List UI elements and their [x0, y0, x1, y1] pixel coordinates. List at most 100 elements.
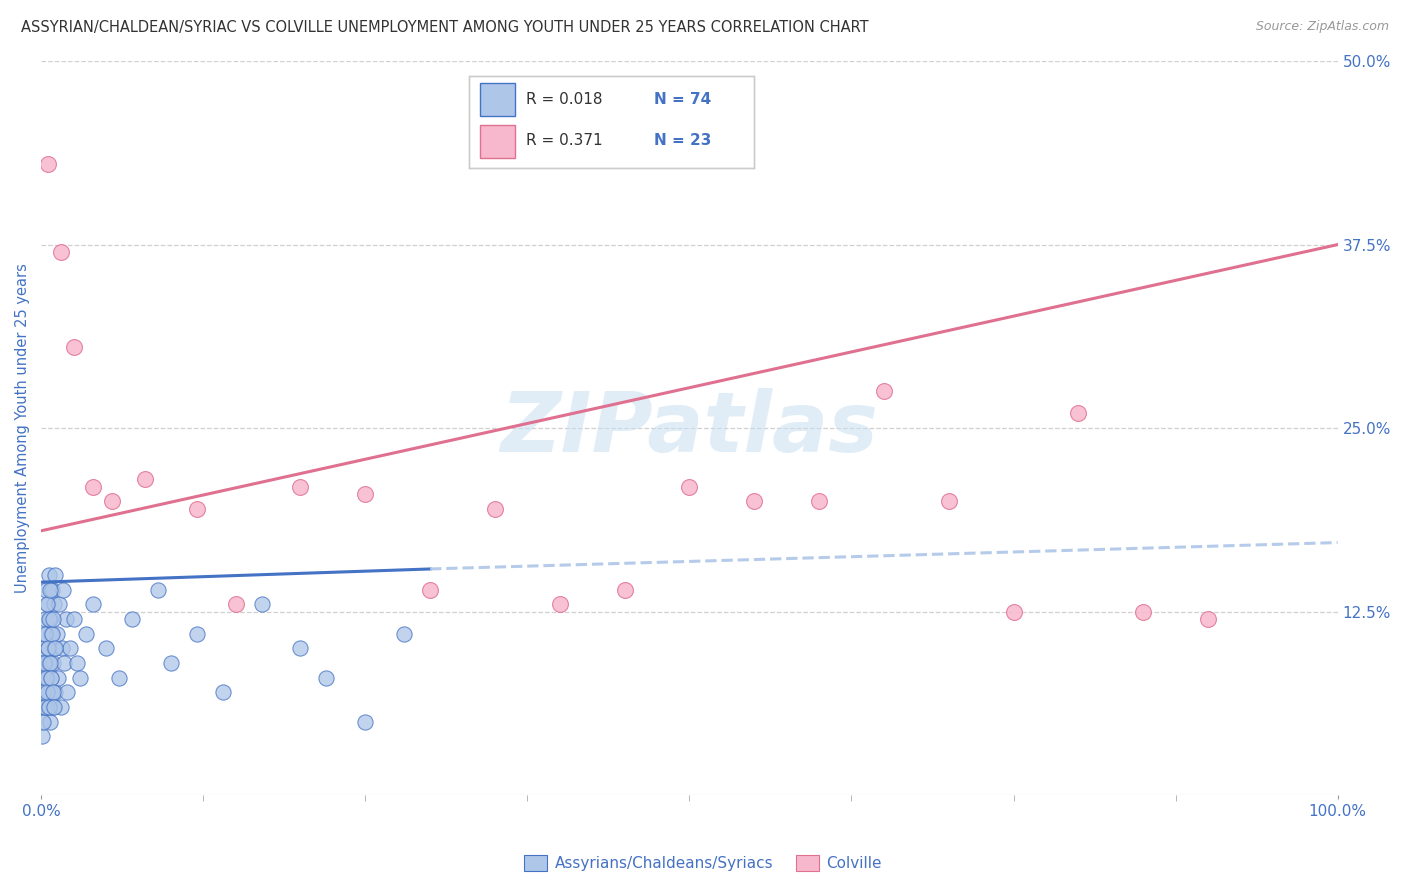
Point — [38, 656, 60, 670]
Point — [42, 700, 65, 714]
Legend: Assyrians/Chaldeans/Syriacs, Colville: Assyrians/Chaldeans/Syriacs, Colville — [517, 849, 889, 877]
Point — [34, 612, 56, 626]
Point — [35, 671, 58, 685]
Point — [38, 612, 60, 626]
Point — [1197, 612, 1219, 626]
Point — [46, 671, 69, 685]
Point — [51, 641, 73, 656]
Point — [121, 612, 143, 626]
Point — [250, 597, 273, 611]
Point — [290, 480, 312, 494]
Point — [186, 501, 208, 516]
Point — [548, 597, 571, 611]
Point — [48, 597, 70, 611]
Point — [37, 641, 59, 656]
Point — [45, 626, 67, 640]
Point — [41, 685, 63, 699]
Point — [37, 641, 59, 656]
Point — [32, 700, 55, 714]
Point — [134, 472, 156, 486]
Point — [39, 671, 62, 685]
Point — [35, 582, 58, 597]
Point — [159, 656, 181, 670]
Point — [35, 597, 58, 611]
Text: ZIPatlas: ZIPatlas — [501, 387, 879, 468]
Point — [354, 714, 377, 729]
Point — [38, 685, 60, 699]
Text: Source: ZipAtlas.com: Source: ZipAtlas.com — [1256, 20, 1389, 33]
Point — [146, 582, 169, 597]
Point — [49, 700, 72, 714]
Point — [742, 494, 765, 508]
Point — [35, 626, 58, 640]
Point — [678, 480, 700, 494]
Point — [392, 626, 415, 640]
Point — [38, 567, 60, 582]
Point — [34, 641, 56, 656]
Point — [37, 685, 59, 699]
Point — [1067, 406, 1090, 420]
Y-axis label: Unemployment Among Youth under 25 years: Unemployment Among Youth under 25 years — [15, 263, 30, 593]
Point — [613, 582, 636, 597]
Point — [1132, 605, 1154, 619]
Point — [42, 700, 65, 714]
Point — [37, 157, 59, 171]
Point — [39, 671, 62, 685]
Point — [186, 626, 208, 640]
Point — [42, 656, 65, 670]
Point — [32, 656, 55, 670]
Point — [39, 714, 62, 729]
Point — [62, 612, 84, 626]
Point — [1002, 605, 1025, 619]
Point — [53, 656, 76, 670]
Point — [52, 582, 75, 597]
Point — [32, 671, 55, 685]
Point — [69, 671, 91, 685]
Point — [315, 671, 337, 685]
Point — [34, 685, 56, 699]
Point — [34, 656, 56, 670]
Text: ASSYRIAN/CHALDEAN/SYRIAC VS COLVILLE UNEMPLOYMENT AMONG YOUTH UNDER 25 YEARS COR: ASSYRIAN/CHALDEAN/SYRIAC VS COLVILLE UNE… — [21, 20, 869, 35]
Point — [873, 384, 896, 399]
Point — [44, 567, 66, 582]
Point — [938, 494, 960, 508]
Point — [59, 641, 82, 656]
Point — [82, 597, 104, 611]
Point — [39, 582, 62, 597]
Point — [56, 685, 79, 699]
Point — [41, 626, 63, 640]
Point — [55, 612, 77, 626]
Point — [31, 729, 53, 743]
Point — [354, 487, 377, 501]
Point — [42, 641, 65, 656]
Point — [290, 641, 312, 656]
Point — [419, 582, 441, 597]
Point — [94, 641, 117, 656]
Point — [66, 656, 89, 670]
Point — [37, 597, 59, 611]
Point — [108, 671, 131, 685]
Point — [44, 641, 66, 656]
Point — [49, 244, 72, 259]
Point — [42, 612, 65, 626]
Point — [41, 626, 63, 640]
Point — [41, 582, 63, 597]
Point — [32, 714, 55, 729]
Point — [35, 671, 58, 685]
Point — [38, 700, 60, 714]
Point — [82, 480, 104, 494]
Point — [31, 714, 53, 729]
Point — [37, 700, 59, 714]
Point — [34, 700, 56, 714]
Point — [39, 656, 62, 670]
Point — [39, 612, 62, 626]
Point — [62, 340, 84, 354]
Point — [76, 626, 98, 640]
Point — [44, 685, 66, 699]
Point — [808, 494, 831, 508]
Point — [484, 501, 506, 516]
Point — [31, 685, 53, 699]
Point — [211, 685, 233, 699]
Point — [34, 626, 56, 640]
Point — [42, 597, 65, 611]
